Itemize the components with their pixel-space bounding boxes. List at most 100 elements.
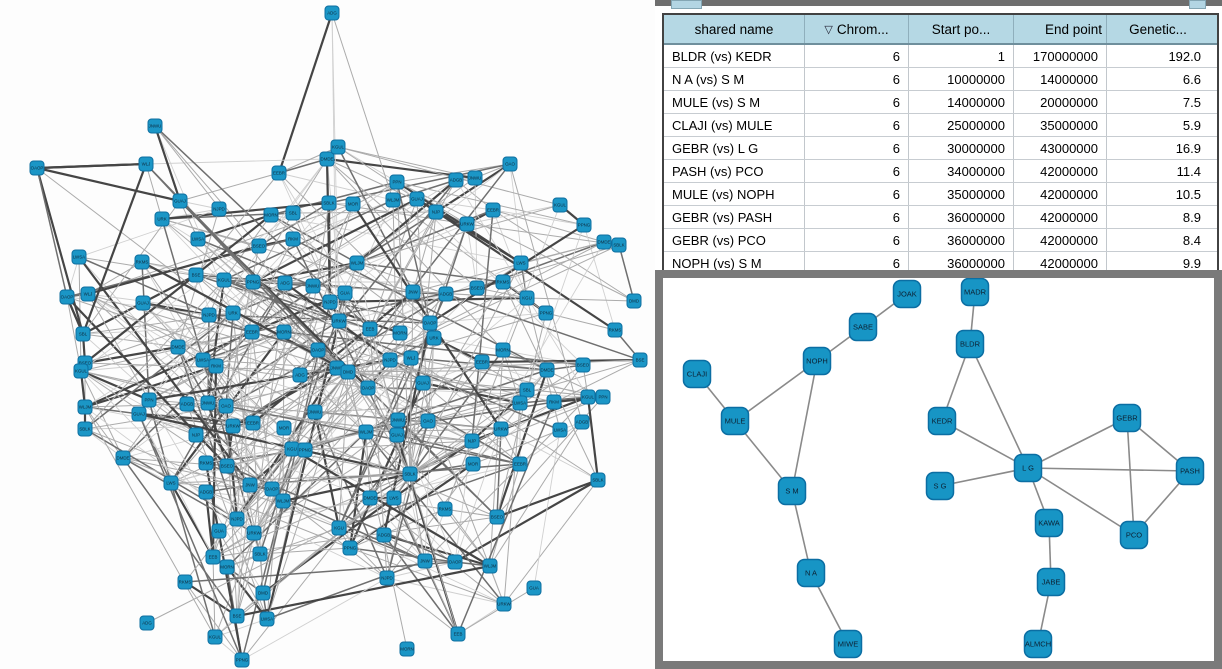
network-node[interactable]: [459, 216, 475, 232]
network-node[interactable]: [285, 231, 301, 247]
network-node[interactable]: [802, 346, 832, 376]
network-node[interactable]: [201, 307, 217, 323]
network-node[interactable]: [141, 392, 157, 408]
network-node[interactable]: [134, 254, 150, 270]
network-node[interactable]: [632, 352, 648, 368]
cell-shared-name[interactable]: BLDR (vs) KEDR: [664, 45, 805, 67]
network-node[interactable]: [80, 286, 96, 302]
table-row[interactable]: PASH (vs) PCO 6 34000000 42000000 11.4: [664, 160, 1217, 183]
cell-shared-name[interactable]: PASH (vs) PCO: [664, 160, 805, 182]
network-node[interactable]: [426, 330, 442, 346]
network-node[interactable]: [138, 156, 154, 172]
cell-end-point[interactable]: 42000000: [1014, 183, 1107, 205]
cell-chromosome[interactable]: 6: [805, 45, 909, 67]
network-node[interactable]: [229, 608, 245, 624]
network-node[interactable]: [225, 305, 241, 321]
network-node[interactable]: [211, 523, 227, 539]
cell-chromosome[interactable]: 6: [805, 91, 909, 113]
network-node[interactable]: [428, 204, 444, 220]
network-node[interactable]: [205, 549, 221, 565]
network-node[interactable]: [179, 396, 195, 412]
network-node[interactable]: [607, 322, 623, 338]
network-node[interactable]: [405, 284, 421, 300]
network-node[interactable]: [198, 484, 214, 500]
network-node[interactable]: [386, 490, 402, 506]
network-node[interactable]: [422, 315, 438, 331]
network-node[interactable]: [275, 493, 291, 509]
network-node[interactable]: [251, 238, 267, 254]
cell-start-position[interactable]: 36000000: [909, 206, 1014, 228]
network-node[interactable]: [420, 413, 436, 429]
network-node[interactable]: [1119, 520, 1149, 550]
network-edge[interactable]: [939, 467, 1029, 487]
network-node[interactable]: [447, 554, 463, 570]
network-node[interactable]: [417, 553, 433, 569]
filter-icon[interactable]: ▽: [824, 23, 833, 36]
cell-genetic-distance[interactable]: 8.4: [1182, 232, 1201, 248]
cell-start-position[interactable]: 36000000: [909, 252, 1014, 274]
cell-shared-name[interactable]: GEBR (vs) PCO: [664, 229, 805, 251]
cell-end-point[interactable]: 43000000: [1014, 137, 1107, 159]
cell-chromosome[interactable]: 6: [805, 183, 909, 205]
network-node[interactable]: [848, 312, 878, 342]
network-node[interactable]: [135, 295, 151, 311]
network-edge[interactable]: [734, 360, 818, 422]
network-node[interactable]: [198, 455, 214, 471]
network-node[interactable]: [255, 585, 271, 601]
network-node[interactable]: [927, 406, 957, 436]
column-header-start-position[interactable]: Start po...: [909, 15, 1014, 43]
network-node[interactable]: [512, 456, 528, 472]
network-node[interactable]: [349, 255, 365, 271]
network-node[interactable]: [574, 414, 590, 430]
cell-genetic-distance[interactable]: 11.4: [1176, 163, 1201, 179]
network-node[interactable]: [1175, 456, 1205, 486]
network-node[interactable]: [485, 202, 501, 218]
network-node[interactable]: [512, 395, 528, 411]
network-node[interactable]: [29, 160, 45, 176]
network-node[interactable]: [244, 324, 260, 340]
network-node[interactable]: [229, 511, 245, 527]
cell-genetic-distance[interactable]: 16.9: [1175, 140, 1201, 156]
column-header-chromosome[interactable]: ▽ Chrom...: [805, 15, 909, 43]
network-node[interactable]: [399, 641, 415, 657]
network-node[interactable]: [402, 466, 418, 482]
network-node[interactable]: [259, 611, 275, 627]
table-tab-right[interactable]: [1189, 0, 1206, 9]
network-node[interactable]: [538, 305, 554, 321]
network-node[interactable]: [331, 520, 347, 536]
table-row[interactable]: GEBR (vs) PASH 6 36000000 42000000 8.9: [664, 206, 1217, 229]
cell-genetic-distance[interactable]: 192.0: [1168, 48, 1201, 64]
network-node[interactable]: [925, 471, 955, 501]
cell-chromosome[interactable]: 6: [805, 68, 909, 90]
network-node[interactable]: [360, 380, 376, 396]
network-node[interactable]: [539, 362, 555, 378]
cell-genetic-distance[interactable]: 9.9: [1182, 255, 1201, 271]
cell-start-position[interactable]: 34000000: [909, 160, 1014, 182]
column-header-genetic-distance[interactable]: Genetic...: [1107, 15, 1209, 43]
network-node[interactable]: [502, 156, 518, 172]
network-node[interactable]: [392, 325, 408, 341]
table-row[interactable]: GEBR (vs) PCO 6 36000000 42000000 8.4: [664, 229, 1217, 252]
network-node[interactable]: [324, 5, 340, 21]
network-node[interactable]: [77, 421, 93, 437]
network-node[interactable]: [271, 165, 287, 181]
network-node[interactable]: [200, 395, 216, 411]
network-node[interactable]: [519, 382, 535, 398]
network-node[interactable]: [207, 629, 223, 645]
cell-chromosome[interactable]: 6: [805, 137, 909, 159]
network-node[interactable]: [1036, 567, 1066, 597]
network-node[interactable]: [342, 540, 358, 556]
cell-shared-name[interactable]: GEBR (vs) L G: [664, 137, 805, 159]
network-node[interactable]: [626, 293, 642, 309]
network-node[interactable]: [285, 205, 301, 221]
network-node[interactable]: [403, 350, 419, 366]
network-node[interactable]: [322, 294, 338, 310]
network-node[interactable]: [59, 289, 75, 305]
network-node[interactable]: [519, 290, 535, 306]
network-node[interactable]: [319, 151, 335, 167]
cell-shared-name[interactable]: GEBR (vs) PASH: [664, 206, 805, 228]
network-edge[interactable]: [791, 360, 818, 492]
cell-start-position[interactable]: 30000000: [909, 137, 1014, 159]
network-node[interactable]: [960, 278, 990, 307]
cell-chromosome[interactable]: 6: [805, 229, 909, 251]
